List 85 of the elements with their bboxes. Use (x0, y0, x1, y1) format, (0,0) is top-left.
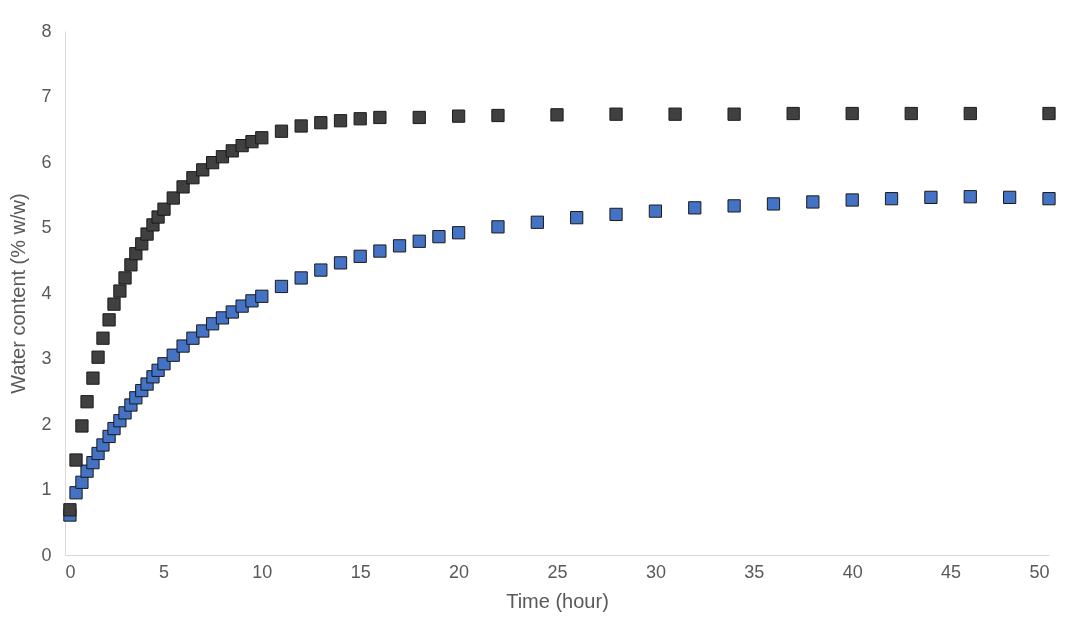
point (491, 108, 505, 123)
point (96, 331, 110, 345)
point (432, 230, 446, 244)
point (491, 220, 505, 234)
y-tick-label: 4 (41, 282, 52, 303)
x-tick-label: 30 (645, 561, 666, 582)
point (727, 199, 741, 213)
x-axis-title: Time (hour) (506, 589, 609, 612)
point (69, 486, 83, 500)
point (166, 191, 180, 205)
y-tick-label: 0 (41, 544, 52, 565)
x-tick-label: 15 (350, 561, 371, 582)
point (80, 395, 94, 409)
y-tick-label: 3 (41, 348, 52, 368)
y-tick-label: 2 (41, 413, 52, 434)
point (727, 107, 741, 121)
point (124, 258, 138, 272)
point (333, 114, 348, 128)
point (373, 110, 387, 125)
y-tick-label: 6 (41, 151, 52, 172)
point (118, 271, 132, 285)
point (102, 313, 116, 327)
point (86, 371, 100, 385)
point (107, 297, 121, 311)
point (884, 192, 899, 206)
point (648, 204, 663, 218)
point (166, 348, 180, 362)
point (412, 110, 426, 125)
point (1042, 192, 1056, 206)
point (845, 193, 859, 207)
point (609, 207, 623, 222)
y-axis-title: Water content (% w/w) (7, 193, 30, 394)
point (806, 195, 820, 209)
y-tick-label: 7 (41, 86, 52, 106)
point (255, 131, 269, 145)
point (668, 107, 682, 121)
point (786, 106, 800, 121)
point (314, 116, 328, 130)
point (451, 226, 466, 240)
point (904, 106, 918, 121)
point (314, 263, 328, 277)
point (766, 197, 781, 211)
x-tick-label: 5 (158, 561, 169, 582)
point (294, 271, 308, 285)
point (963, 106, 977, 121)
point (373, 244, 387, 258)
y-tick-label: 5 (41, 217, 52, 237)
point (113, 284, 127, 298)
point (609, 107, 623, 121)
point (963, 190, 977, 204)
point (333, 256, 348, 270)
point (274, 279, 289, 294)
x-tick-label: 0 (65, 561, 76, 582)
point (294, 119, 308, 133)
x-tick-label: 20 (449, 561, 470, 582)
point (451, 109, 466, 123)
y-tick-label: 1 (41, 479, 52, 499)
y-tick-label: 8 (41, 20, 52, 41)
point (412, 234, 426, 248)
x-tick-label: 40 (842, 561, 863, 582)
x-tick-label: 45 (941, 561, 962, 582)
point (255, 289, 269, 303)
point (157, 202, 171, 216)
point (91, 350, 105, 364)
point (1003, 190, 1017, 204)
x-tick-label: 25 (547, 561, 568, 582)
point (63, 503, 77, 517)
point (353, 112, 367, 126)
x-tick-label: 10 (252, 561, 273, 582)
point (392, 239, 407, 253)
point (550, 108, 564, 122)
point (75, 419, 89, 433)
point (570, 211, 584, 225)
point (845, 106, 859, 121)
point (688, 201, 702, 215)
point (924, 190, 938, 204)
point (176, 339, 190, 353)
point (69, 453, 83, 467)
x-tick-label: 50 (1029, 561, 1050, 582)
point (274, 124, 289, 138)
point (530, 215, 544, 229)
point (353, 249, 367, 263)
x-tick-label: 35 (744, 561, 765, 582)
point (176, 180, 190, 194)
point (1042, 106, 1056, 121)
